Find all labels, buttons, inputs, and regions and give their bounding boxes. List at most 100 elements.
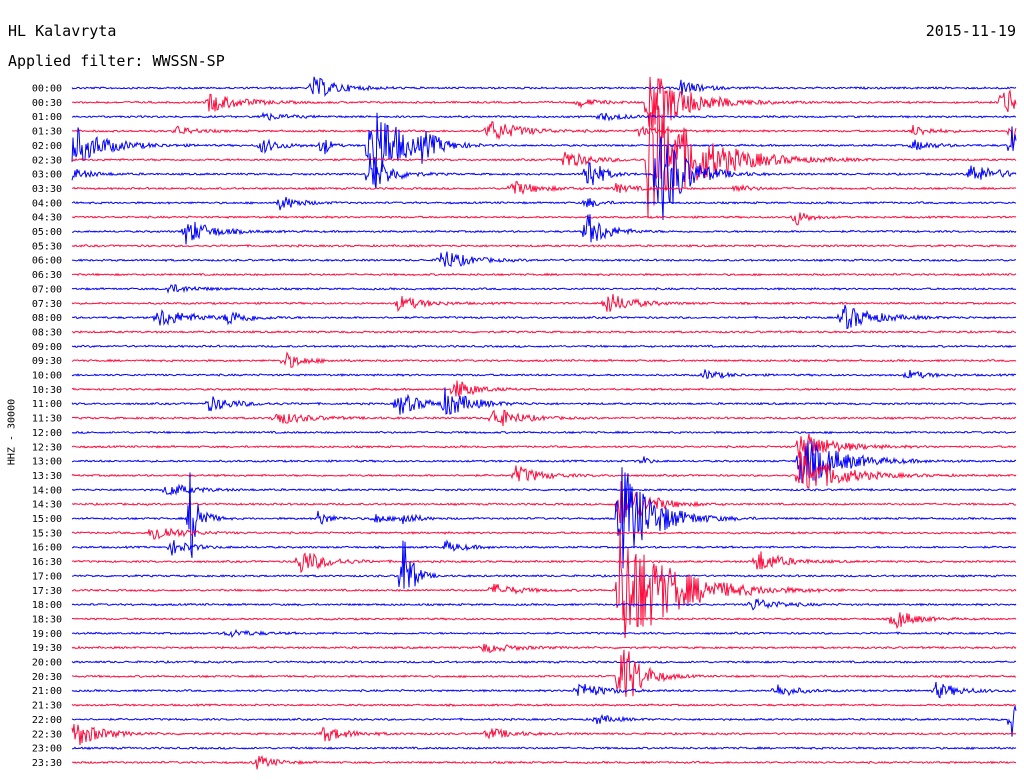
trace-row-0700 [71,284,1017,295]
trace-row-1600 [71,539,1017,556]
applied-filter-label: Applied filter: WWSSN-SP [8,52,225,70]
row-time-label: 12:30 [32,442,62,453]
row-time-label: 01:30 [32,127,62,138]
trace-row-1130 [71,409,1017,427]
row-time-label: 23:00 [32,744,62,755]
trace-row-1630 [71,551,1017,574]
row-time-label: 02:30 [32,155,62,166]
row-time-label: 10:30 [32,385,62,396]
row-time-label: 05:00 [32,227,62,238]
row-time-label: 15:30 [32,528,62,539]
row-time-label: 10:00 [32,371,62,382]
trace-row-0300 [71,136,1017,221]
row-time-label: 09:30 [32,356,62,367]
trace-row-0200 [71,112,1017,189]
trace-row-2300 [72,746,1017,751]
row-time-label: 04:30 [32,213,62,224]
row-time-label: 12:00 [32,428,62,439]
trace-row-0430 [71,212,1017,226]
trace-row-1430 [71,480,1017,524]
row-time-label: 04:00 [32,198,62,209]
row-time-label: 16:00 [32,543,62,554]
row-time-label: 15:00 [32,514,62,525]
row-time-label: 11:30 [32,414,62,425]
trace-row-0030 [71,76,1017,128]
trace-row-1900 [71,628,1017,638]
trace-row-1700 [72,540,1017,589]
row-time-label: 08:00 [32,313,62,324]
row-time-label: 21:00 [32,686,62,697]
row-time-label: 07:00 [32,284,62,295]
trace-row-0330 [71,181,1017,195]
row-time-label: 17:00 [32,571,62,582]
row-time-label: 16:30 [32,557,62,568]
row-time-label: 20:00 [32,658,62,669]
row-time-label: 14:00 [32,485,62,496]
row-time-label: 19:00 [32,629,62,640]
row-time-label: 22:30 [32,729,62,740]
trace-row-0930 [71,351,1017,368]
row-time-label: 00:30 [32,98,62,109]
row-time-label: 00:00 [32,84,62,95]
trace-row-1500 [71,467,1017,569]
trace-row-1730 [71,529,1017,639]
row-label-group: 00:00 00:30 01:00 01:30 02:00 02:30 03:00 03:30… [32,84,62,769]
row-time-label: 05:30 [32,241,62,252]
row-time-label: 09:00 [32,342,62,353]
row-time-label: 13:00 [32,457,62,468]
trace-row-2330 [71,755,1016,770]
row-time-label: 14:30 [32,500,62,511]
trace-row-0000 [71,76,1017,97]
trace-row-0600 [71,251,1017,268]
trace-row-1400 [71,483,1017,496]
row-time-label: 20:30 [32,672,62,683]
trace-row-0230 [71,105,1017,219]
trace-row-1200 [71,430,1017,435]
row-time-label: 21:30 [32,701,62,712]
trace-row-0900 [71,344,1017,349]
row-time-label: 03:00 [32,170,62,181]
row-time-label: 11:00 [32,399,62,410]
station-title: HL Kalavryta [8,22,117,40]
trace-row-2200 [71,705,1017,737]
trace-group [71,76,1017,770]
row-time-label: 13:30 [32,471,62,482]
row-time-label: 06:00 [32,256,62,267]
trace-row-1300 [72,440,1017,484]
trace-row-1800 [71,597,1017,611]
row-time-label: 18:00 [32,600,62,611]
row-time-label: 08:30 [32,327,62,338]
trace-row-1330 [71,451,1017,489]
row-time-label: 19:30 [32,643,62,654]
trace-row-1030 [71,380,1017,397]
trace-row-1830 [72,612,1017,630]
row-time-label: 23:30 [32,758,62,769]
trace-row-0800 [71,304,1017,330]
trace-row-1100 [71,387,1017,415]
trace-row-2100 [71,681,1017,699]
trace-row-0530 [71,243,1017,248]
trace-row-0830 [71,329,1017,334]
trace-row-1930 [71,643,1017,654]
trace-row-1530 [71,527,1017,540]
row-time-label: 17:30 [32,586,62,597]
row-time-label: 02:00 [32,141,62,152]
trace-row-0630 [71,272,1017,277]
trace-row-0500 [72,214,1017,245]
row-time-label: 01:00 [32,112,62,123]
row-time-label: 03:30 [32,184,62,195]
row-time-label: 07:30 [32,299,62,310]
row-time-label: 06:30 [32,270,62,281]
trace-row-1230 [71,433,1017,461]
row-time-label: 22:00 [32,715,62,726]
trace-row-0100 [71,111,1017,122]
trace-row-2230 [71,724,1017,746]
trace-row-1000 [71,369,1017,379]
trace-row-2130 [71,703,1017,708]
trace-row-0400 [71,196,1017,211]
date-label: 2015-11-19 [925,22,1016,40]
trace-row-0730 [71,293,1017,313]
row-time-label: 18:30 [32,614,62,625]
trace-row-0130 [71,121,1017,149]
